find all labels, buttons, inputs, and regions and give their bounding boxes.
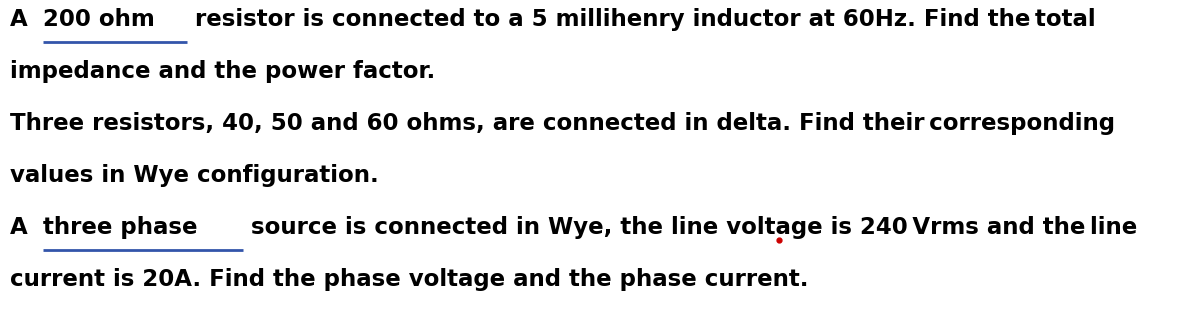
Text: A: A	[10, 8, 36, 31]
Text: current is 20A. Find the phase voltage and the phase current.: current is 20A. Find the phase voltage a…	[10, 268, 809, 291]
Text: source is connected in Wye, the line voltage is 240 Vrms and the line: source is connected in Wye, the line vol…	[242, 216, 1136, 239]
Text: 200 ohm: 200 ohm	[43, 8, 155, 31]
Text: resistor is connected to a 5 millihenry inductor at 60Hz. Find the total: resistor is connected to a 5 millihenry …	[187, 8, 1096, 31]
Text: impedance and the power factor.: impedance and the power factor.	[10, 60, 436, 83]
Text: three phase: three phase	[43, 216, 198, 239]
Text: A: A	[10, 216, 36, 239]
Text: values in Wye configuration.: values in Wye configuration.	[10, 164, 379, 187]
Text: Three resistors, 40, 50 and 60 ohms, are connected in delta. Find their correspo: Three resistors, 40, 50 and 60 ohms, are…	[10, 112, 1115, 135]
